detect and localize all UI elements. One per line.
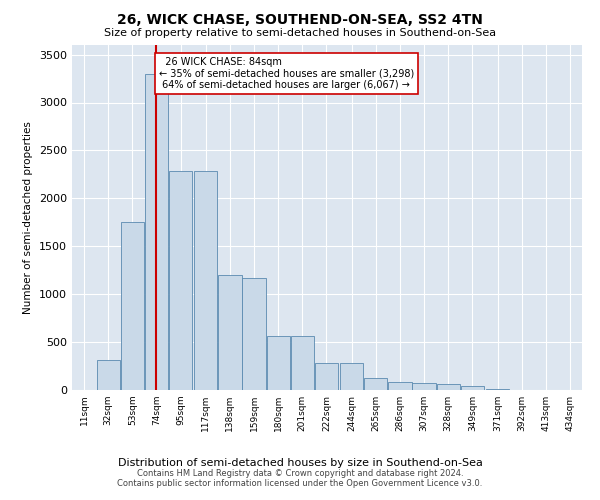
Bar: [97, 360, 120, 390]
Bar: [291, 336, 314, 390]
Bar: [437, 384, 460, 390]
Bar: [461, 386, 484, 390]
Bar: [388, 382, 412, 390]
Bar: [340, 363, 363, 390]
Bar: [412, 383, 436, 390]
Bar: [218, 275, 242, 390]
Text: Size of property relative to semi-detached houses in Southend-on-Sea: Size of property relative to semi-detach…: [104, 28, 496, 38]
Text: 26, WICK CHASE, SOUTHEND-ON-SEA, SS2 4TN: 26, WICK CHASE, SOUTHEND-ON-SEA, SS2 4TN: [117, 12, 483, 26]
Bar: [486, 388, 509, 390]
Bar: [145, 74, 168, 390]
Bar: [315, 363, 338, 390]
Bar: [194, 172, 217, 390]
Bar: [266, 336, 290, 390]
Bar: [121, 222, 144, 390]
Text: Contains HM Land Registry data © Crown copyright and database right 2024.: Contains HM Land Registry data © Crown c…: [137, 469, 463, 478]
Bar: [364, 378, 388, 390]
Y-axis label: Number of semi-detached properties: Number of semi-detached properties: [23, 121, 34, 314]
Bar: [242, 278, 266, 390]
Bar: [169, 172, 192, 390]
Text: 26 WICK CHASE: 84sqm  
← 35% of semi-detached houses are smaller (3,298)
 64% of: 26 WICK CHASE: 84sqm ← 35% of semi-detac…: [159, 57, 415, 90]
Text: Distribution of semi-detached houses by size in Southend-on-Sea: Distribution of semi-detached houses by …: [118, 458, 482, 468]
Text: Contains public sector information licensed under the Open Government Licence v3: Contains public sector information licen…: [118, 479, 482, 488]
